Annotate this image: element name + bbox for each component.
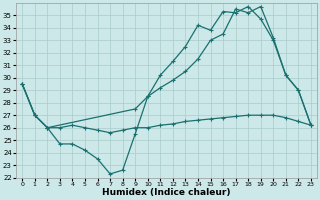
X-axis label: Humidex (Indice chaleur): Humidex (Indice chaleur) [102, 188, 231, 197]
